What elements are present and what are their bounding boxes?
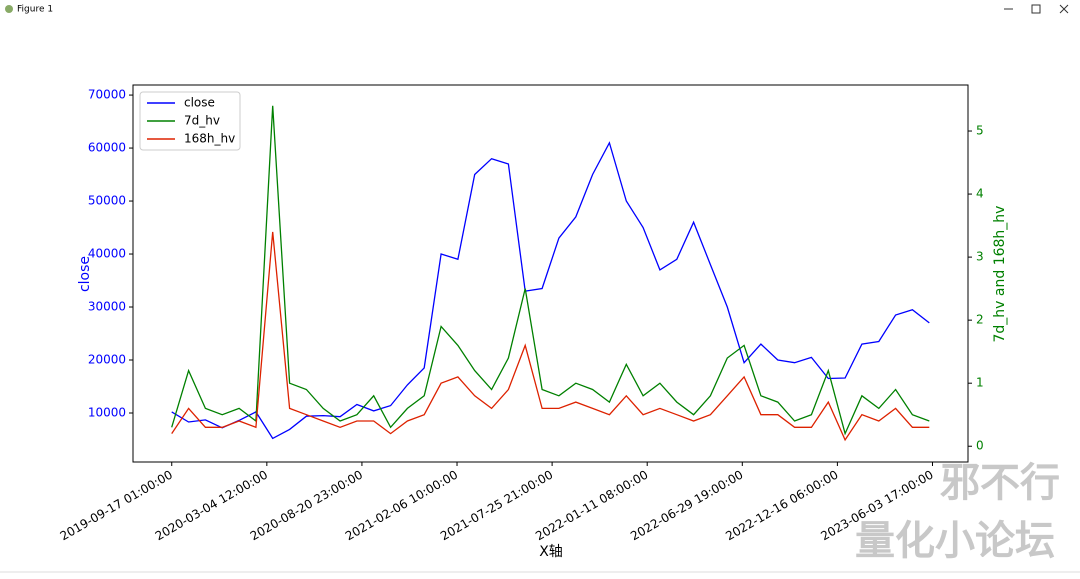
y-tick-label: 60000 — [88, 141, 126, 155]
watermark: 量化小论坛 — [855, 518, 1055, 564]
watermark: 邪不行 — [940, 460, 1060, 506]
plot-frame — [132, 84, 969, 463]
y2-tick-label: 0 — [976, 439, 984, 453]
y-tick-label: 30000 — [88, 300, 126, 314]
y2-tick-label: 5 — [976, 124, 984, 138]
y2-tick-label: 2 — [976, 313, 984, 327]
app-icon — [5, 5, 13, 13]
window-title: Figure 1 — [17, 5, 53, 15]
y2-tick-label: 3 — [976, 250, 984, 264]
y2-tick-label: 4 — [976, 187, 984, 201]
y2-axis-label: 7d_hv and 168h_hv — [992, 206, 1008, 343]
x-axis-label: X轴 — [539, 544, 563, 560]
legend-label: 7d_hv — [184, 114, 220, 128]
maximize-button[interactable] — [1031, 4, 1041, 14]
y-tick-label: 40000 — [88, 247, 126, 261]
legend-label: close — [184, 96, 215, 110]
close-button[interactable] — [1059, 4, 1069, 14]
series-line — [171, 105, 930, 436]
y2-tick-label: 1 — [976, 376, 984, 390]
legend-box — [139, 91, 241, 151]
y-tick-label: 20000 — [88, 353, 126, 367]
title-bar — [0, 0, 1080, 18]
series-line — [171, 141, 930, 440]
y-tick-label: 10000 — [88, 405, 126, 419]
y-tick-label: 70000 — [88, 88, 126, 102]
legend-label: 168h_hv — [184, 132, 235, 146]
series-line — [171, 231, 930, 442]
y-axis-label: close — [77, 256, 93, 292]
y-tick-label: 50000 — [88, 194, 126, 208]
